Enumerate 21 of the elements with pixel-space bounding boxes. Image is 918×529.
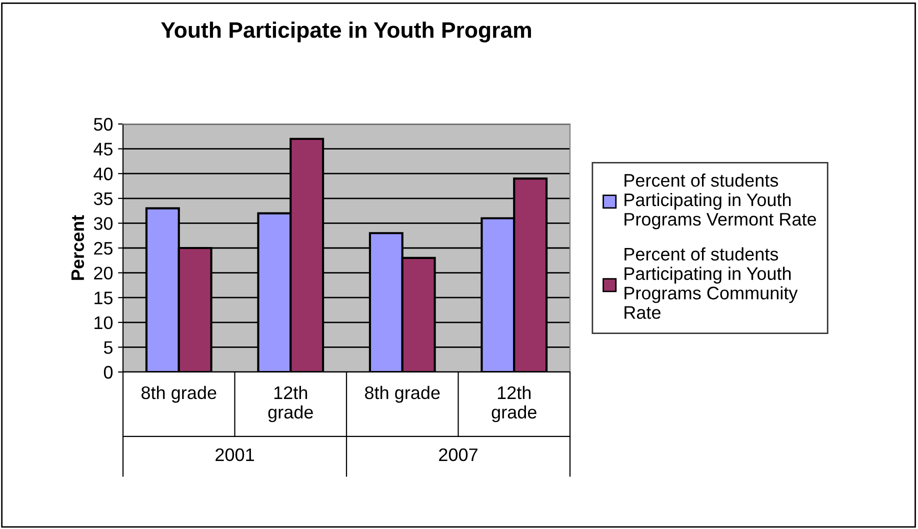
y-axis-title: Percent <box>71 215 84 280</box>
text: 2001 <box>216 448 254 462</box>
x-tick-label: 12th grade <box>268 386 313 422</box>
y-tick-label: 5 <box>104 341 113 354</box>
x-tick-label: 12th grade <box>492 386 536 422</box>
legend-label: Percent of students Participating in Youth Programs Vermont Rate <box>624 174 816 230</box>
x-tick-label: 8th grade <box>142 386 216 403</box>
y-tick-label: 25 <box>94 242 113 255</box>
y-tick-label: 15 <box>94 292 113 304</box>
text: 2007 <box>439 448 478 462</box>
chart-title: Youth Participate in Youth Program <box>161 22 531 42</box>
y-tick-label: 30 <box>94 217 113 230</box>
y-tick-label: 45 <box>94 142 113 156</box>
y-tick-label: 50 <box>94 118 113 131</box>
legend-label: Percent of students Participating in Youth Programs Community Rate <box>624 247 798 319</box>
y-tick-label: 0 <box>104 366 113 379</box>
y-tick-label: 20 <box>94 266 113 280</box>
y-tick-label: 35 <box>94 192 113 206</box>
y-tick-label: 40 <box>94 168 113 180</box>
x-tick-label: 8th grade <box>365 386 440 403</box>
y-tick-label: 10 <box>94 316 113 330</box>
